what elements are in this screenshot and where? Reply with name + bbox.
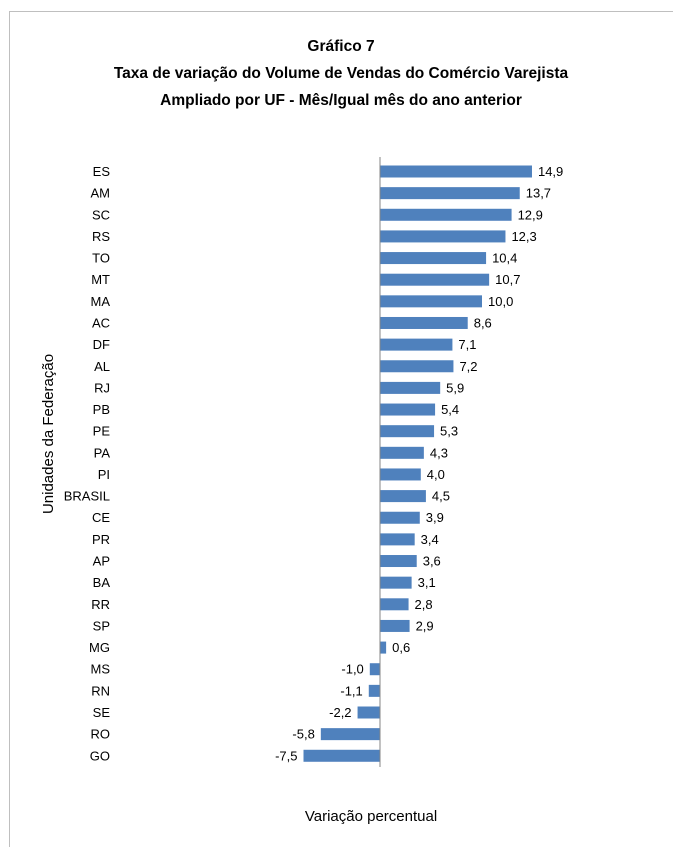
tick-label-df: DF bbox=[93, 337, 110, 352]
bar-se bbox=[357, 706, 380, 719]
data-label-pi: 4,0 bbox=[427, 467, 445, 482]
tick-label-se: SE bbox=[93, 705, 111, 720]
tick-label-al: AL bbox=[94, 359, 110, 374]
bar-mt bbox=[380, 273, 490, 286]
data-label-rs: 12,3 bbox=[511, 229, 536, 244]
bar-ap bbox=[380, 555, 417, 568]
bar-ro bbox=[320, 728, 380, 741]
tick-label-sp: SP bbox=[93, 618, 110, 633]
bar-rr bbox=[380, 598, 409, 611]
x-axis-title: Variação percentual bbox=[305, 808, 437, 825]
bar-brasil bbox=[380, 490, 426, 503]
data-label-pr: 3,4 bbox=[421, 532, 439, 547]
tick-label-am: AM bbox=[91, 186, 111, 201]
data-label-pe: 5,3 bbox=[440, 424, 458, 439]
data-label-df: 7,1 bbox=[458, 337, 476, 352]
bar-rj bbox=[380, 381, 441, 394]
tick-label-sc: SC bbox=[92, 207, 110, 222]
chart-title-line2: Taxa de variação do Volume de Vendas do … bbox=[113, 65, 569, 82]
bar-ba bbox=[380, 576, 412, 589]
bar-ce bbox=[380, 511, 420, 524]
tick-label-ce: CE bbox=[92, 510, 110, 525]
tick-label-rj: RJ bbox=[94, 380, 110, 395]
bar-es bbox=[380, 165, 532, 178]
data-label-rr: 2,8 bbox=[415, 597, 433, 612]
data-label-pb: 5,4 bbox=[441, 402, 459, 417]
data-label-brasil: 4,5 bbox=[432, 489, 450, 504]
tick-label-rs: RS bbox=[92, 229, 110, 244]
tick-label-es: ES bbox=[93, 164, 111, 179]
bar-pb bbox=[380, 403, 436, 416]
tick-label-go: GO bbox=[90, 748, 110, 763]
labels-group: ES 14,9 AM 13,7 SC 12,9 RS 12,3 TO 10,4 MT 10,7 MA 10… bbox=[64, 164, 564, 763]
tick-label-pa: PA bbox=[94, 445, 111, 460]
chart-title-line3: Ampliado por UF - Mês/Igual mês do ano a… bbox=[160, 92, 522, 109]
tick-label-pb: PB bbox=[93, 402, 110, 417]
chart-frame bbox=[9, 11, 673, 847]
data-label-pa: 4,3 bbox=[430, 445, 448, 460]
data-label-sc: 12,9 bbox=[518, 207, 543, 222]
bar-ma bbox=[380, 295, 482, 308]
data-label-ap: 3,6 bbox=[423, 554, 441, 569]
bar-am bbox=[380, 187, 520, 200]
tick-label-ac: AC bbox=[92, 315, 110, 330]
y-axis-title: Unidades da Federação bbox=[40, 354, 57, 514]
bar-sc bbox=[380, 208, 512, 221]
bars-group bbox=[303, 165, 532, 762]
bar-pe bbox=[380, 425, 435, 438]
tick-label-ms: MS bbox=[91, 662, 111, 677]
tick-label-mg: MG bbox=[89, 640, 110, 655]
data-label-ba: 3,1 bbox=[418, 575, 436, 590]
bar-ms bbox=[369, 663, 380, 676]
bar-sp bbox=[380, 619, 410, 632]
tick-label-pr: PR bbox=[92, 532, 110, 547]
data-label-mt: 10,7 bbox=[495, 272, 520, 287]
bar-pi bbox=[380, 468, 421, 481]
bar-al bbox=[380, 360, 454, 373]
data-label-ac: 8,6 bbox=[474, 315, 492, 330]
bar-rn bbox=[368, 684, 380, 697]
bar-pr bbox=[380, 533, 415, 546]
data-label-se: -2,2 bbox=[329, 705, 351, 720]
bar-pa bbox=[380, 446, 424, 459]
data-label-rn: -1,1 bbox=[340, 683, 362, 698]
bar-mg bbox=[380, 641, 387, 654]
data-label-mg: 0,6 bbox=[392, 640, 410, 655]
data-label-am: 13,7 bbox=[526, 186, 551, 201]
tick-label-brasil: BRASIL bbox=[64, 489, 110, 504]
bar-to bbox=[380, 252, 487, 265]
tick-label-to: TO bbox=[92, 251, 110, 266]
data-label-ro: -5,8 bbox=[292, 727, 314, 742]
bar-ac bbox=[380, 316, 468, 329]
tick-label-rr: RR bbox=[91, 597, 110, 612]
data-label-ma: 10,0 bbox=[488, 294, 513, 309]
data-label-al: 7,2 bbox=[459, 359, 477, 374]
bar-go bbox=[303, 749, 380, 762]
data-label-sp: 2,9 bbox=[416, 618, 434, 633]
data-label-ce: 3,9 bbox=[426, 510, 444, 525]
data-label-rj: 5,9 bbox=[446, 380, 464, 395]
tick-label-pi: PI bbox=[98, 467, 110, 482]
data-label-ms: -1,0 bbox=[341, 662, 363, 677]
bar-rs bbox=[380, 230, 506, 243]
tick-label-ma: MA bbox=[91, 294, 111, 309]
tick-label-ro: RO bbox=[91, 727, 111, 742]
data-label-go: -7,5 bbox=[275, 748, 297, 763]
chart-title-line1: Gráfico 7 bbox=[307, 38, 375, 55]
tick-label-pe: PE bbox=[93, 424, 111, 439]
tick-label-ap: AP bbox=[93, 554, 110, 569]
tick-label-ba: BA bbox=[93, 575, 111, 590]
tick-label-rn: RN bbox=[91, 683, 110, 698]
data-label-es: 14,9 bbox=[538, 164, 563, 179]
bar-df bbox=[380, 338, 453, 351]
tick-label-mt: MT bbox=[91, 272, 110, 287]
data-label-to: 10,4 bbox=[492, 251, 517, 266]
